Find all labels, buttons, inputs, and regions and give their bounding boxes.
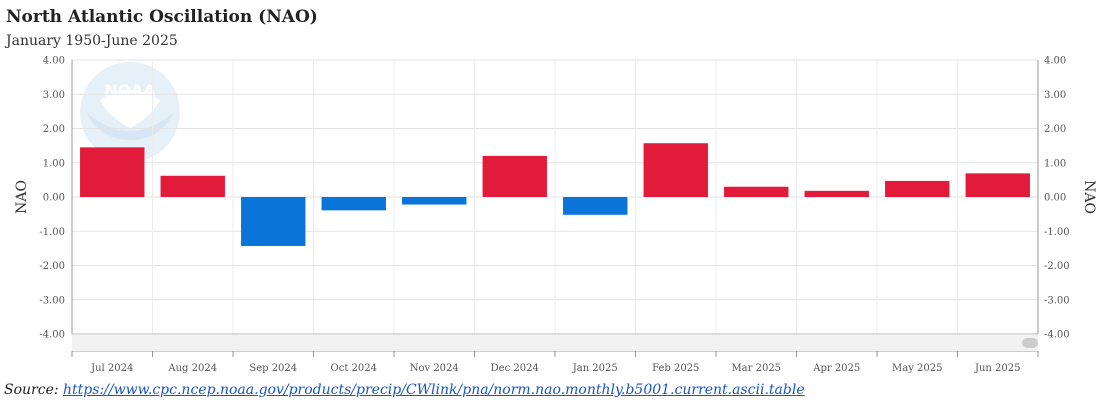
y-tick-label-left: 4.00	[43, 56, 65, 67]
bar-mar-2025[interactable]	[724, 186, 789, 197]
navigator-track[interactable]	[72, 335, 1038, 351]
y-tick-label-right: -2.00	[1044, 261, 1070, 272]
source-link[interactable]: https://www.cpc.ncep.noaa.gov/products/p…	[63, 382, 805, 398]
y-tick-label-left: 1.00	[43, 158, 65, 169]
noaa-logo: NOAA	[80, 62, 180, 162]
y-tick-label-left: -1.00	[39, 227, 65, 238]
y-tick-label-left: 2.00	[43, 124, 65, 135]
source-label: Source:	[4, 382, 64, 398]
x-tick-label: Jan 2025	[572, 363, 618, 374]
y-tick-label-right: -3.00	[1044, 295, 1070, 306]
chart-subtitle: January 1950-June 2025	[6, 33, 178, 49]
x-tick-label: Jul 2024	[90, 363, 133, 374]
x-tick-label: Oct 2024	[331, 363, 377, 374]
y-tick-label-left: -2.00	[39, 261, 65, 272]
x-tick-label: Aug 2024	[167, 363, 217, 374]
bar-may-2025[interactable]	[885, 180, 950, 197]
source-note: Source: https://www.cpc.ncep.noaa.gov/pr…	[4, 382, 805, 398]
chart-title: North Atlantic Oscillation (NAO)	[6, 7, 318, 27]
y-tick-label-left: -3.00	[39, 295, 65, 306]
y-tick-label-right: 4.00	[1044, 56, 1066, 67]
x-tick-label: Mar 2025	[731, 363, 781, 374]
x-tick-label: Nov 2024	[410, 363, 459, 374]
bar-jun-2025[interactable]	[965, 173, 1030, 197]
bar-dec-2024[interactable]	[482, 155, 547, 197]
noaa-logo-text: NOAA	[104, 81, 156, 100]
y-tick-label-right: -1.00	[1044, 227, 1070, 238]
y-tick-label-right: 3.00	[1044, 90, 1066, 101]
x-tick-label: Sep 2024	[249, 363, 297, 374]
y-tick-label-left: 0.00	[43, 193, 65, 204]
x-tick-label: Apr 2025	[812, 363, 860, 374]
y-tick-label-right: 2.00	[1044, 124, 1066, 135]
x-tick-label: Jun 2025	[974, 363, 1021, 374]
bar-oct-2024[interactable]	[321, 197, 386, 211]
y-tick-label-right: 1.00	[1044, 158, 1066, 169]
y-tick-label-left: -4.00	[39, 330, 65, 341]
nao-bar-chart: NOAA 4.00 4.00 3.00 3.00 2.00 2.00 1.00 1.00 0.0…	[14, 56, 1097, 375]
bar-jan-2025[interactable]	[563, 197, 628, 215]
x-tick-label: Dec 2024	[491, 363, 539, 374]
bar-apr-2025[interactable]	[804, 190, 869, 197]
y-axis-label-right: NAO	[1081, 180, 1097, 214]
bar-jul-2024[interactable]	[80, 147, 145, 197]
y-tick-label-right: 0.00	[1044, 193, 1066, 204]
bar-aug-2024[interactable]	[160, 175, 225, 197]
y-tick-label-right: -4.00	[1044, 330, 1070, 341]
bar-sep-2024[interactable]	[241, 197, 306, 246]
bar-nov-2024[interactable]	[402, 197, 467, 205]
y-axis-label-left: NAO	[14, 180, 30, 214]
navigator-handle[interactable]	[1022, 338, 1038, 348]
y-tick-label-left: 3.00	[43, 90, 65, 101]
x-tick-label: Feb 2025	[652, 363, 699, 374]
bar-feb-2025[interactable]	[643, 143, 708, 197]
x-tick-label: May 2025	[892, 363, 942, 374]
